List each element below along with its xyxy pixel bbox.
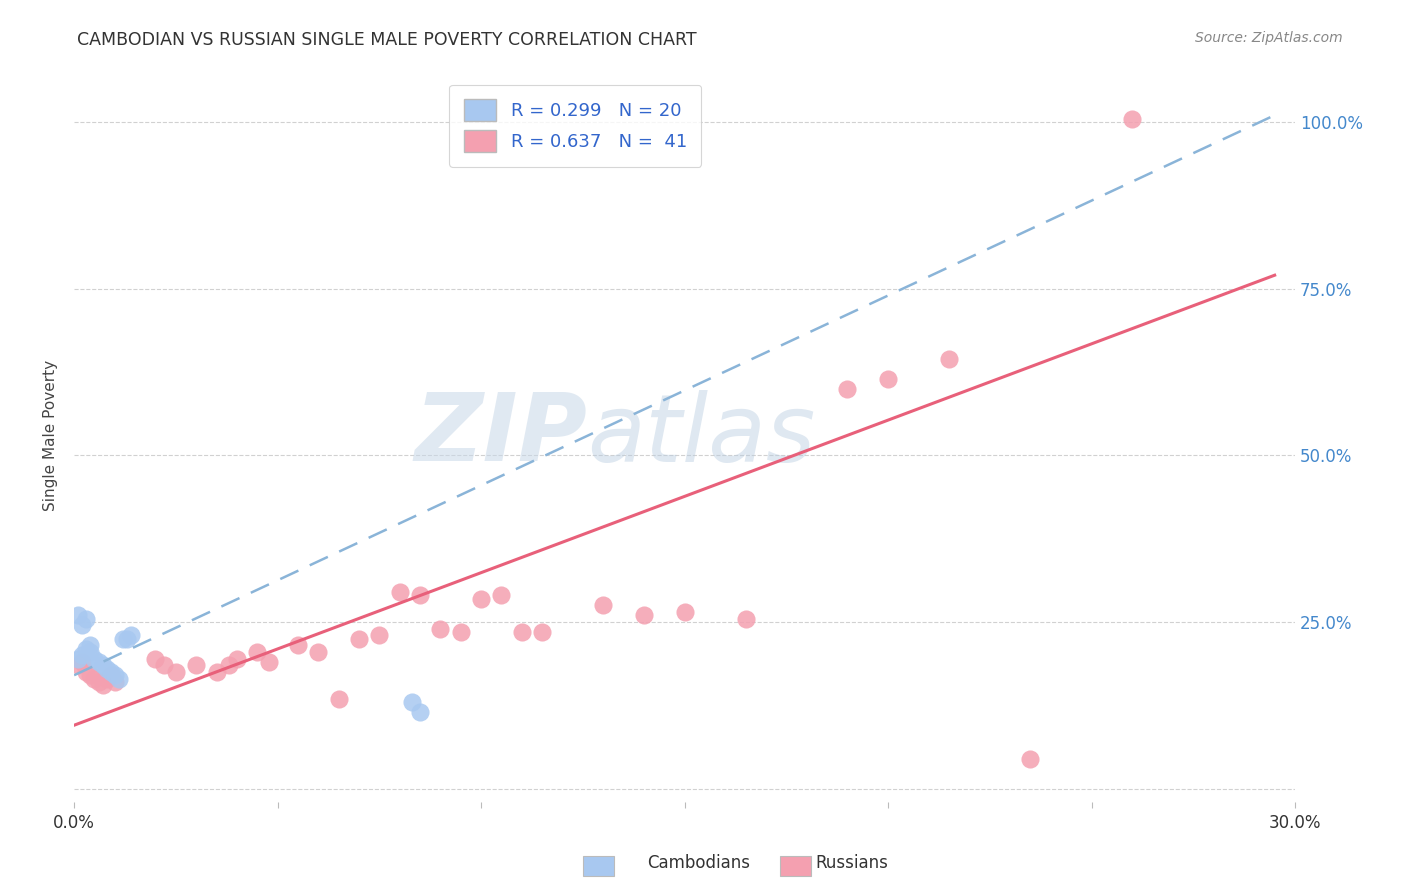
Point xyxy=(83,672,105,686)
Point xyxy=(67,608,90,623)
Point xyxy=(368,628,391,642)
Point xyxy=(347,632,370,646)
Text: Cambodians: Cambodians xyxy=(647,855,749,872)
Point xyxy=(246,645,269,659)
Point xyxy=(225,651,247,665)
Text: ZIP: ZIP xyxy=(413,389,586,481)
Point xyxy=(96,662,118,676)
Point xyxy=(877,371,900,385)
Point xyxy=(205,665,228,679)
Point xyxy=(111,632,134,646)
Point xyxy=(91,658,114,673)
Point xyxy=(104,674,127,689)
Y-axis label: Single Male Poverty: Single Male Poverty xyxy=(44,359,58,511)
Point xyxy=(145,651,167,665)
Point xyxy=(108,672,131,686)
Point xyxy=(633,608,655,623)
Point xyxy=(100,668,122,682)
Point xyxy=(70,618,93,632)
Point xyxy=(70,655,93,669)
Point xyxy=(120,628,142,642)
Point xyxy=(450,624,472,639)
Point xyxy=(83,651,105,665)
Point xyxy=(1019,751,1042,765)
Point xyxy=(938,351,960,366)
Point xyxy=(592,598,614,612)
Point xyxy=(287,638,309,652)
Point xyxy=(67,651,90,665)
Point xyxy=(531,624,554,639)
Point xyxy=(79,645,101,659)
Point xyxy=(409,588,432,602)
Point xyxy=(1121,112,1143,126)
Point xyxy=(87,655,110,669)
Point xyxy=(491,588,513,602)
Text: Russians: Russians xyxy=(815,855,889,872)
Point xyxy=(409,705,432,719)
Point xyxy=(388,585,411,599)
Legend: R = 0.299   N = 20, R = 0.637   N =  41: R = 0.299 N = 20, R = 0.637 N = 41 xyxy=(450,85,702,167)
Point xyxy=(673,605,696,619)
Point xyxy=(100,665,122,679)
Point xyxy=(218,658,240,673)
Text: Source: ZipAtlas.com: Source: ZipAtlas.com xyxy=(1195,31,1343,45)
Text: atlas: atlas xyxy=(586,390,815,481)
Point xyxy=(152,658,174,673)
Point xyxy=(837,382,859,396)
Text: CAMBODIAN VS RUSSIAN SINGLE MALE POVERTY CORRELATION CHART: CAMBODIAN VS RUSSIAN SINGLE MALE POVERTY… xyxy=(77,31,697,49)
Point xyxy=(470,591,492,606)
Point xyxy=(429,622,451,636)
Point xyxy=(79,668,101,682)
Point xyxy=(79,638,101,652)
Point xyxy=(186,658,208,673)
Point xyxy=(734,611,756,625)
Point xyxy=(91,678,114,692)
Point xyxy=(70,648,93,663)
Point xyxy=(75,611,97,625)
Point xyxy=(165,665,187,679)
Point xyxy=(104,668,127,682)
Point xyxy=(67,658,90,673)
Point xyxy=(510,624,533,639)
Point xyxy=(115,632,138,646)
Point xyxy=(259,655,281,669)
Point xyxy=(328,691,350,706)
Point xyxy=(401,695,423,709)
Point xyxy=(307,645,329,659)
Point xyxy=(75,641,97,656)
Point xyxy=(87,674,110,689)
Point xyxy=(96,672,118,686)
Point xyxy=(75,665,97,679)
